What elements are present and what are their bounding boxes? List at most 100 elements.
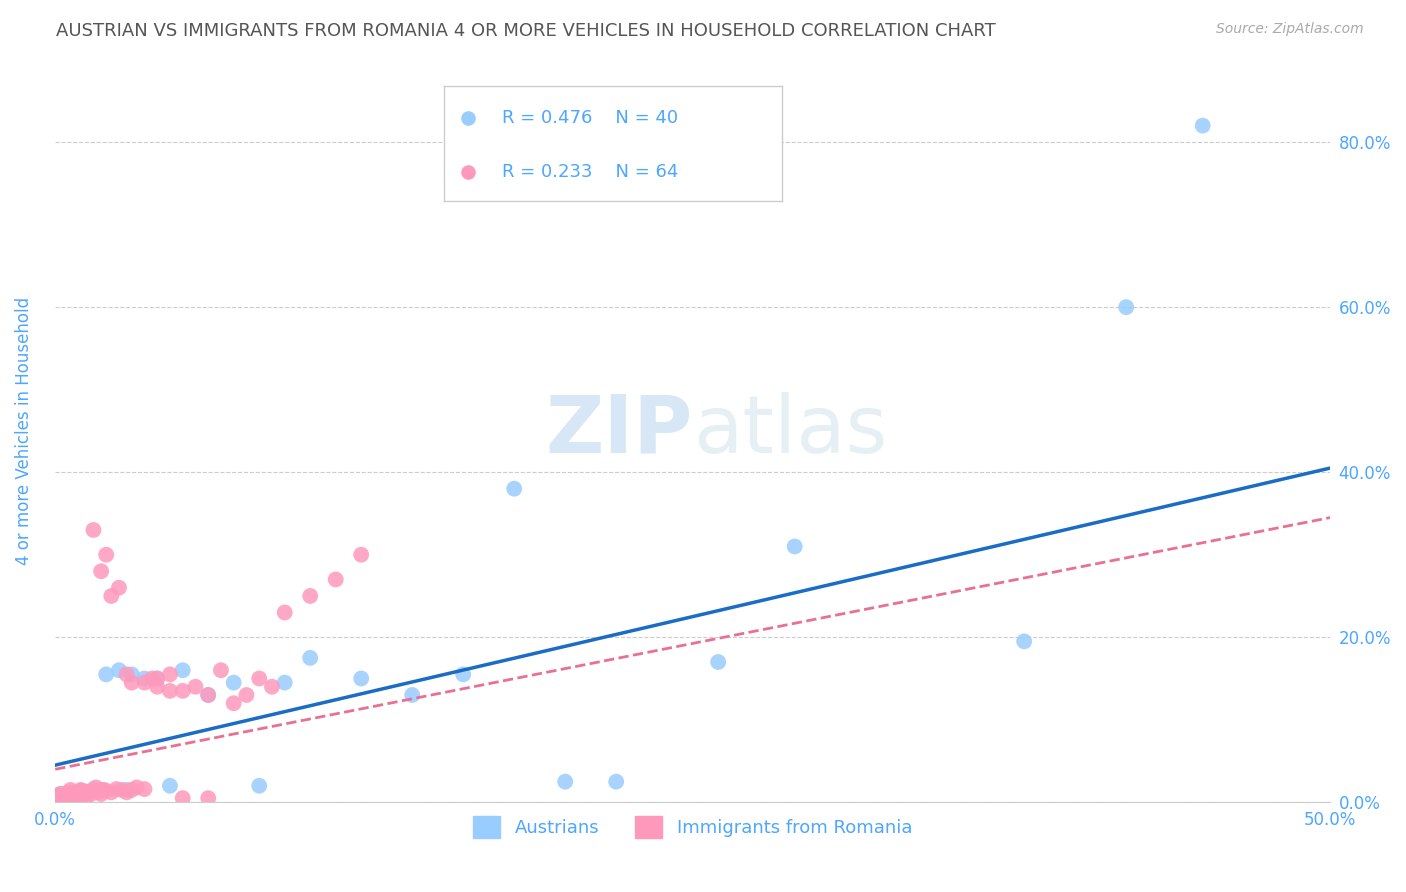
Point bbox=[146, 672, 169, 686]
Point bbox=[46, 789, 69, 803]
Point bbox=[75, 784, 97, 798]
Point bbox=[67, 789, 90, 803]
Point bbox=[69, 783, 91, 797]
Point bbox=[115, 783, 138, 797]
Point bbox=[146, 672, 169, 686]
Point bbox=[65, 785, 87, 799]
Point bbox=[52, 789, 75, 803]
Point bbox=[87, 785, 110, 799]
Point bbox=[184, 680, 207, 694]
Point bbox=[172, 791, 194, 805]
Text: atlas: atlas bbox=[693, 392, 887, 470]
Point bbox=[146, 680, 169, 694]
Point bbox=[108, 581, 131, 595]
Text: ZIP: ZIP bbox=[546, 392, 693, 470]
Point bbox=[82, 782, 104, 797]
Point bbox=[1012, 634, 1035, 648]
Point bbox=[56, 789, 79, 803]
Point bbox=[80, 787, 103, 801]
Point bbox=[108, 663, 131, 677]
Point bbox=[49, 790, 72, 805]
Point bbox=[197, 791, 219, 805]
Point bbox=[59, 789, 82, 803]
Point bbox=[75, 785, 97, 799]
Point bbox=[172, 684, 194, 698]
Point bbox=[1115, 300, 1137, 314]
Point bbox=[401, 688, 423, 702]
Point bbox=[93, 783, 115, 797]
Point bbox=[1191, 119, 1213, 133]
Point bbox=[55, 789, 77, 804]
Point bbox=[273, 675, 295, 690]
Point bbox=[52, 789, 75, 803]
Point bbox=[125, 780, 148, 795]
Point bbox=[77, 785, 100, 799]
Point bbox=[100, 589, 122, 603]
Point bbox=[159, 684, 181, 698]
Point bbox=[67, 787, 90, 801]
Point bbox=[46, 789, 69, 803]
Point bbox=[222, 675, 245, 690]
Y-axis label: 4 or more Vehicles in Household: 4 or more Vehicles in Household bbox=[15, 297, 32, 565]
Point bbox=[69, 791, 91, 805]
Point bbox=[247, 779, 270, 793]
Point bbox=[235, 688, 257, 702]
Point bbox=[172, 663, 194, 677]
Point bbox=[105, 782, 128, 797]
Point bbox=[121, 783, 143, 797]
Point bbox=[222, 696, 245, 710]
Point bbox=[141, 672, 163, 686]
Point bbox=[783, 540, 806, 554]
Point bbox=[707, 655, 730, 669]
Point bbox=[90, 787, 112, 801]
Point bbox=[46, 791, 69, 805]
Point bbox=[115, 785, 138, 799]
Point bbox=[197, 688, 219, 702]
Text: AUSTRIAN VS IMMIGRANTS FROM ROMANIA 4 OR MORE VEHICLES IN HOUSEHOLD CORRELATION : AUSTRIAN VS IMMIGRANTS FROM ROMANIA 4 OR… bbox=[56, 22, 995, 40]
Point bbox=[82, 783, 104, 797]
Legend: Austrians, Immigrants from Romania: Austrians, Immigrants from Romania bbox=[465, 809, 920, 846]
Point bbox=[75, 791, 97, 805]
Point bbox=[55, 789, 77, 804]
Point bbox=[56, 787, 79, 801]
Point bbox=[134, 782, 156, 797]
Point bbox=[325, 573, 347, 587]
Point bbox=[299, 651, 322, 665]
Point bbox=[299, 589, 322, 603]
Point bbox=[62, 789, 84, 803]
Point bbox=[52, 791, 75, 805]
Point bbox=[65, 787, 87, 801]
Point bbox=[350, 672, 373, 686]
Point bbox=[96, 667, 118, 681]
Point bbox=[59, 787, 82, 801]
Point bbox=[260, 680, 283, 694]
Point bbox=[350, 548, 373, 562]
Point bbox=[49, 787, 72, 801]
Point bbox=[121, 675, 143, 690]
Point bbox=[62, 785, 84, 799]
Point bbox=[96, 548, 118, 562]
Point bbox=[56, 785, 79, 799]
Point bbox=[69, 783, 91, 797]
Point bbox=[82, 523, 104, 537]
Point bbox=[59, 783, 82, 797]
Point bbox=[90, 783, 112, 797]
Point bbox=[503, 482, 526, 496]
Point bbox=[115, 667, 138, 681]
Text: Source: ZipAtlas.com: Source: ZipAtlas.com bbox=[1216, 22, 1364, 37]
Point bbox=[605, 774, 627, 789]
Point bbox=[247, 672, 270, 686]
Point bbox=[554, 774, 576, 789]
Point bbox=[134, 675, 156, 690]
Point bbox=[84, 780, 107, 795]
Point bbox=[49, 787, 72, 801]
Point bbox=[90, 564, 112, 578]
Point bbox=[197, 688, 219, 702]
Point bbox=[69, 785, 91, 799]
Point bbox=[134, 672, 156, 686]
Point bbox=[100, 785, 122, 799]
Point bbox=[273, 606, 295, 620]
Point bbox=[49, 790, 72, 805]
Point bbox=[121, 667, 143, 681]
Point bbox=[72, 787, 94, 801]
